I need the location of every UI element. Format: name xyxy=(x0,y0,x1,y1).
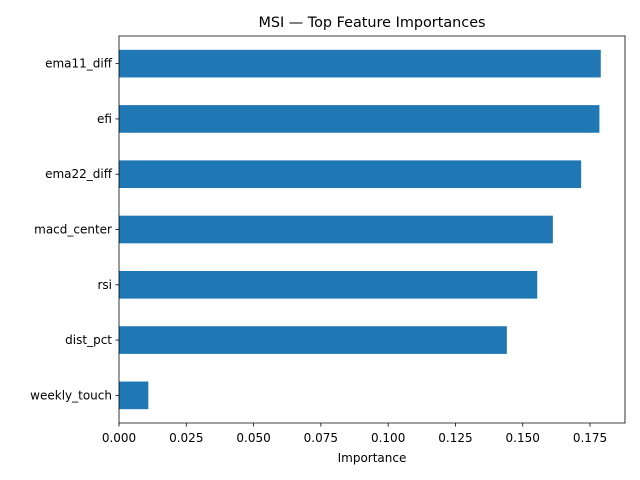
y-tick-label: weekly_touch xyxy=(30,388,112,402)
bar-dist_pct xyxy=(119,326,507,354)
bar-ema22_diff xyxy=(119,160,582,189)
x-tick-label: 0.075 xyxy=(304,431,338,445)
x-axis-label: Importance xyxy=(338,451,407,465)
chart-title: MSI — Top Feature Importances xyxy=(258,15,485,31)
bar-ema11_diff xyxy=(119,49,601,78)
y-tick-label: efi xyxy=(97,112,112,126)
x-tick-label: 0.150 xyxy=(506,431,540,445)
x-axis-ticks: 0.000 0.025 0.050 0.075 0.100 0.125 0.150 0.175 xyxy=(102,423,607,445)
x-tick-label: 0.050 xyxy=(236,431,270,445)
bar-weekly_touch xyxy=(119,381,149,410)
x-tick-label: 0.100 xyxy=(371,431,405,445)
bar-rsi xyxy=(119,270,538,299)
y-tick-label: ema22_diff xyxy=(45,167,113,181)
x-tick-label: 0.175 xyxy=(573,431,607,445)
y-tick-label: rsi xyxy=(97,278,112,292)
y-tick-label: dist_pct xyxy=(65,333,112,347)
y-tick-label: ema11_diff xyxy=(45,57,113,71)
bar-efi xyxy=(119,105,600,133)
y-tick-label: macd_center xyxy=(34,223,112,237)
x-tick-label: 0.000 xyxy=(102,431,136,445)
bar-macd_center xyxy=(119,215,553,244)
x-tick-label: 0.125 xyxy=(438,431,472,445)
bars-group xyxy=(119,49,601,410)
x-tick-label: 0.025 xyxy=(169,431,203,445)
